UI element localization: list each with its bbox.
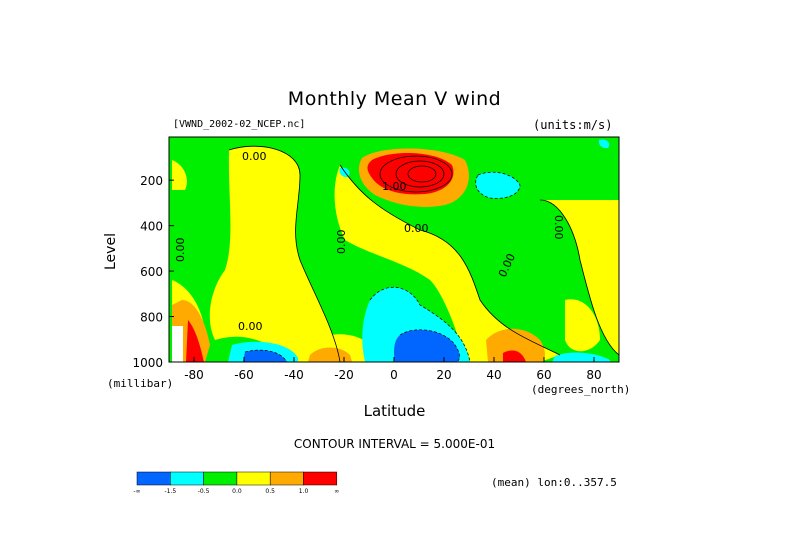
- contour-line: [379, 155, 453, 193]
- colorbar-label: -1.5: [164, 488, 176, 495]
- positive-maximum: [367, 153, 454, 195]
- colorbar-swatch: [136, 471, 171, 486]
- colorbar-swatch: [203, 471, 238, 486]
- positive-region: [540, 200, 619, 355]
- colorbar-swatch: [170, 471, 204, 486]
- contour-label: 0.00: [174, 238, 187, 263]
- y-tick-label: 600: [140, 265, 163, 279]
- positive-maximum: [186, 320, 204, 362]
- y-tick-label: 200: [140, 174, 163, 188]
- contour-label: 1.00: [382, 180, 407, 193]
- mean-longitude-note: (mean) lon:0..357.5: [491, 476, 617, 489]
- colorbar-swatch: [303, 471, 338, 486]
- zero-contour-line: [228, 145, 341, 362]
- colorbar-label: -∞: [133, 488, 140, 495]
- y-axis-unit: (millibar): [107, 377, 174, 390]
- x-tick-label: -40: [284, 368, 304, 382]
- contour-line: [395, 160, 445, 188]
- colorbar-swatch: [236, 471, 271, 486]
- colorbar-label: 0.0: [232, 488, 242, 495]
- negative-contour-line: [475, 171, 521, 199]
- source-file-label: [VWND_2002-02_NCEP.nc]: [173, 119, 306, 130]
- y-axis-ticks: 200 400 600 800 1000: [132, 174, 174, 370]
- contour-interval-label: CONTOUR INTERVAL = 5.000E-01: [293, 437, 496, 451]
- negative-contour-line: [369, 286, 471, 362]
- negative-contour-line: [244, 349, 288, 362]
- colorbar-label: ∞: [334, 488, 339, 495]
- positive-maximum: [503, 350, 526, 362]
- x-tick-label: -20: [334, 368, 354, 382]
- colorbar: -∞ -1.5 -0.5 0.0 0.5 1.0 ∞: [133, 471, 339, 495]
- colorbar-label: 0.5: [265, 488, 275, 495]
- negative-contour-line: [399, 329, 460, 362]
- colorbar-swatch: [269, 471, 304, 486]
- contour-label: 0.00: [238, 320, 263, 333]
- zero-contour-line: [339, 164, 561, 356]
- positive-region: [308, 347, 352, 362]
- wind-field: [169, 137, 619, 362]
- x-tick-label: 40: [486, 368, 501, 382]
- x-tick-label: -80: [184, 368, 204, 382]
- negative-minimum: [394, 329, 460, 362]
- colorbar-label: -0.5: [198, 488, 210, 495]
- positive-region: [172, 160, 187, 190]
- x-axis-ticks: -80 -60 -40 -20 0 20 40 60 80: [184, 357, 602, 382]
- y-tick-label: 800: [140, 311, 163, 325]
- negative-region: [552, 352, 610, 362]
- x-tick-label: 20: [436, 368, 451, 382]
- x-tick-label: -60: [234, 368, 254, 382]
- contour-label: 0.00: [335, 230, 348, 255]
- y-tick-label: 1000: [132, 356, 163, 370]
- x-tick-label: 0: [390, 368, 398, 382]
- positive-region: [209, 146, 340, 362]
- negative-region: [598, 139, 610, 149]
- contour-label: 0.00: [404, 222, 429, 235]
- x-axis-label: Latitude: [363, 402, 426, 420]
- units-label: (units:m/s): [533, 118, 613, 132]
- x-axis-unit: (degrees_north): [531, 383, 631, 396]
- contour-label: 0.00: [242, 150, 267, 163]
- y-tick-label: 400: [140, 220, 163, 234]
- colorbar-label: 1.0: [299, 488, 309, 495]
- missing-data-region: [172, 326, 183, 362]
- zero-contour-line: [539, 199, 619, 356]
- contour-label: 0.00: [552, 215, 565, 240]
- x-tick-label: 60: [536, 368, 551, 382]
- chart-title: Monthly Mean V wind: [287, 88, 502, 110]
- contour-line: [407, 165, 437, 183]
- negative-region: [475, 172, 520, 199]
- positive-region: [565, 299, 600, 352]
- positive-region: [486, 328, 545, 362]
- x-tick-label: 80: [586, 368, 601, 382]
